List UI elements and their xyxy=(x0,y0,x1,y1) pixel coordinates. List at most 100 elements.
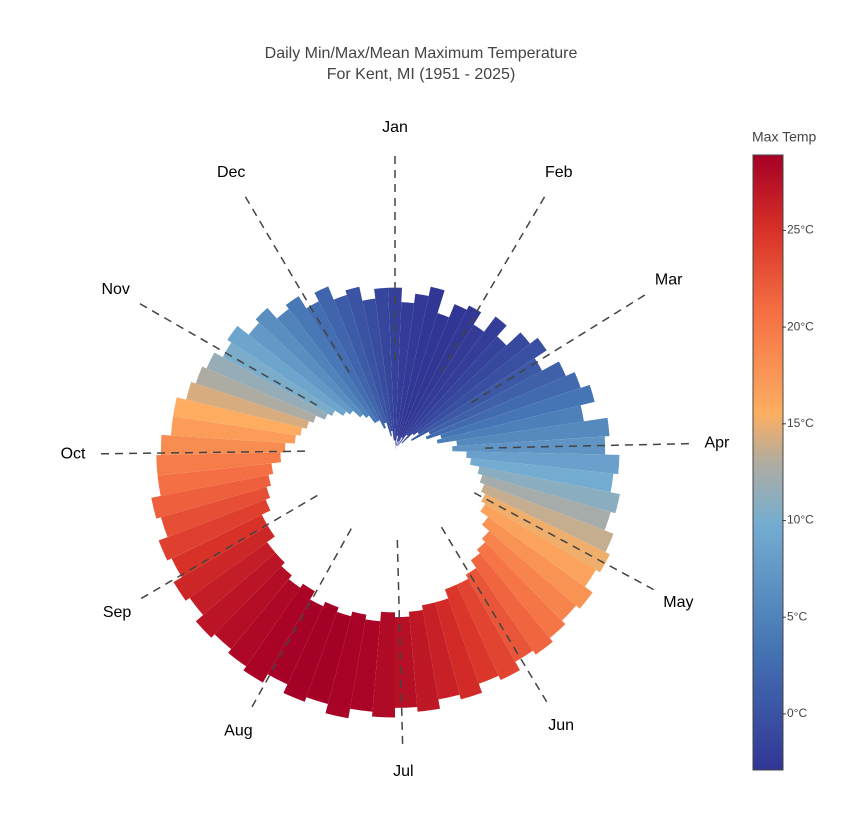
angular-grid-line xyxy=(99,450,306,455)
angular-axis: Jan Feb Mar Apr May Jun Jul Aug Sep Oct Nov Dec xyxy=(61,119,730,780)
bar xyxy=(396,293,429,437)
colorbar: 0°C 5°C 10°C 15°C 20°C 25°C xyxy=(752,154,814,771)
bar xyxy=(480,503,596,587)
bar xyxy=(396,304,467,446)
bar xyxy=(435,598,483,700)
bar xyxy=(440,384,595,439)
bar xyxy=(397,324,485,447)
bar xyxy=(228,579,301,667)
bar xyxy=(306,611,352,704)
angular-tick-label: Dec xyxy=(217,164,245,181)
bar xyxy=(452,436,606,455)
bar xyxy=(151,474,272,519)
bar xyxy=(479,475,611,531)
bar xyxy=(412,332,531,436)
colorbar-tick-label: 20°C xyxy=(787,319,814,333)
angular-tick-label: Oct xyxy=(61,445,86,462)
angular-tick-label: Apr xyxy=(704,434,730,451)
bar xyxy=(186,381,309,429)
bar xyxy=(456,578,520,681)
bar xyxy=(325,611,367,719)
angular-grid-line xyxy=(243,194,350,373)
angular-tick-label: Jul xyxy=(393,763,413,780)
colorbar-tick-label: 15°C xyxy=(787,416,814,430)
angular-tick-label: May xyxy=(663,594,693,611)
bar xyxy=(469,458,614,493)
colorbar-tick-label: 10°C xyxy=(787,513,814,527)
colorbar-tick-label: 25°C xyxy=(787,223,814,237)
bar xyxy=(421,602,460,700)
bar xyxy=(374,287,395,441)
bar xyxy=(160,434,286,456)
bar xyxy=(395,286,445,450)
angular-tick-label: Jun xyxy=(548,717,574,734)
bar xyxy=(171,514,268,578)
angular-tick-label: Jan xyxy=(382,119,408,136)
colorbar-tick-label: 0°C xyxy=(787,706,807,720)
bar xyxy=(195,366,317,423)
bar xyxy=(397,313,450,442)
bar xyxy=(160,486,271,538)
bar xyxy=(406,316,507,436)
angular-grid-line xyxy=(440,526,549,704)
angular-tick-label: Nov xyxy=(101,281,129,298)
angular-tick-label: Aug xyxy=(224,723,252,740)
chart-title: Daily Min/Max/Mean Maximum Temperature xyxy=(265,45,578,62)
bar xyxy=(401,336,507,444)
bar xyxy=(255,307,364,418)
bar xyxy=(417,337,547,435)
angular-grid-line xyxy=(440,194,547,373)
bar xyxy=(481,516,593,609)
bar xyxy=(173,525,275,601)
angular-grid-line xyxy=(250,528,352,710)
angular-grid-line xyxy=(137,302,318,406)
angular-tick-label: Feb xyxy=(545,164,573,181)
bar xyxy=(314,286,386,429)
bar xyxy=(214,566,292,650)
bar xyxy=(157,463,274,496)
bar xyxy=(195,552,285,638)
bar xyxy=(248,322,354,415)
bar xyxy=(222,342,336,416)
bar xyxy=(267,599,324,685)
bar xyxy=(206,352,328,420)
bar xyxy=(480,484,614,553)
bar xyxy=(477,466,620,514)
angular-grid-line xyxy=(139,494,318,601)
bar xyxy=(425,372,581,440)
bar xyxy=(388,287,402,441)
bar xyxy=(345,286,392,437)
bar xyxy=(456,417,610,446)
bar xyxy=(444,584,499,684)
bar xyxy=(285,296,378,424)
angular-grid-line xyxy=(473,492,656,592)
bar xyxy=(173,397,303,436)
bar xyxy=(227,325,347,416)
colorbar-tick-label: 5°C xyxy=(787,609,807,623)
chart-subtitle: For Kent, MI (1951 - 2025) xyxy=(327,66,516,83)
bar xyxy=(276,308,370,419)
bar xyxy=(350,619,381,712)
bar xyxy=(476,542,566,639)
angular-tick-label: Mar xyxy=(655,271,683,288)
bar xyxy=(428,361,566,435)
bar xyxy=(481,530,577,621)
colorbar-title: Max Temp xyxy=(752,129,817,145)
bar xyxy=(333,294,387,424)
bar xyxy=(158,499,271,561)
bar xyxy=(470,553,553,655)
bar xyxy=(436,405,584,444)
bar xyxy=(362,298,393,432)
bar xyxy=(395,302,415,446)
bar xyxy=(171,416,296,444)
colorbar-scale xyxy=(752,154,784,771)
bar xyxy=(465,568,534,662)
bars xyxy=(151,286,620,719)
bar xyxy=(189,542,276,616)
bar xyxy=(243,583,315,683)
bar xyxy=(372,611,395,718)
angular-grid-line xyxy=(484,442,691,449)
angular-grid-line xyxy=(396,539,404,746)
bar xyxy=(466,451,620,475)
